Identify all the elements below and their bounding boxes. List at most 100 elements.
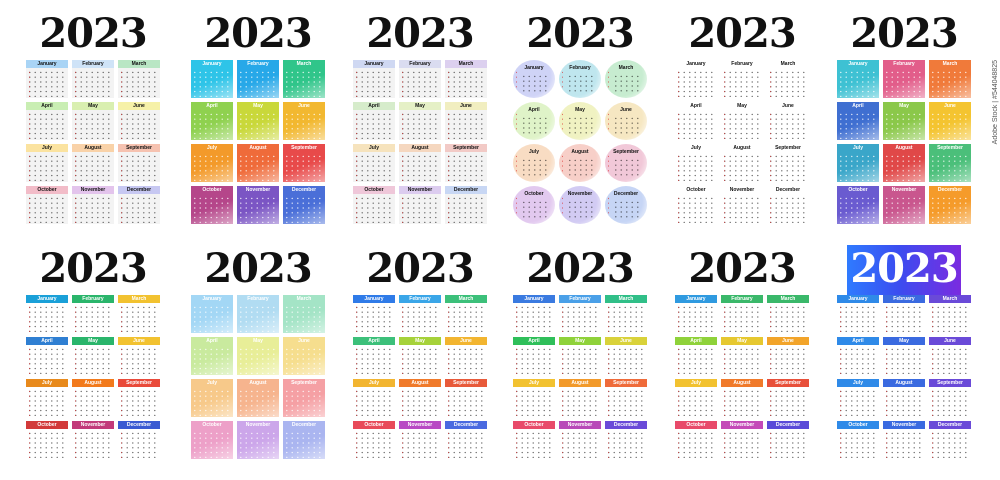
month-grid: January February March April May June July Augu…	[191, 295, 325, 459]
weekend-column	[768, 196, 773, 223]
month-block: August	[721, 144, 763, 182]
weekend-column	[884, 431, 889, 458]
month-grid: January February March April May June July Augu…	[513, 295, 647, 459]
month-block: February	[237, 295, 279, 333]
month-name: October	[353, 421, 395, 429]
month-block: October	[513, 421, 555, 459]
month-block: August	[399, 144, 441, 182]
month-block: January	[513, 60, 555, 98]
month-grid: January February March April May June July Augu…	[675, 295, 809, 459]
day-grid	[400, 112, 440, 139]
month-name: November	[245, 187, 271, 193]
month-block: September	[445, 144, 487, 182]
month-grid: January February March April May June July Augu…	[353, 60, 487, 224]
month-grid: January February March April May June July Augu…	[191, 60, 325, 224]
month-grid: January February March April May June July Augu…	[513, 60, 647, 224]
weekend-column	[560, 196, 565, 223]
day-grid	[768, 389, 808, 416]
month-block: October	[675, 421, 717, 459]
day-grid	[446, 112, 486, 139]
month-name: August	[72, 379, 114, 387]
day-grid	[613, 158, 639, 176]
calendar-card: 2023 January February March April May June July…	[829, 245, 979, 463]
month-name: November	[399, 186, 441, 194]
weekend-column	[27, 196, 32, 223]
month-block: March	[605, 60, 647, 98]
day-grid	[606, 347, 646, 374]
day-grid	[722, 431, 762, 458]
weekend-column	[119, 347, 124, 374]
weekend-column	[119, 389, 124, 416]
month-block: February	[399, 295, 441, 333]
day-grid	[192, 431, 232, 458]
month-block: July	[191, 144, 233, 182]
month-block: February	[559, 295, 601, 333]
month-block: January	[26, 60, 68, 98]
weekend-column	[119, 305, 124, 332]
stock-id-label: Adobe Stock | #544048825	[992, 60, 999, 145]
weekend-column	[722, 389, 727, 416]
weekend-column	[514, 154, 519, 181]
month-block: January	[353, 295, 395, 333]
month-name: January	[353, 60, 395, 68]
weekend-column	[768, 70, 773, 97]
month-block: August	[237, 144, 279, 182]
month-block: November	[72, 421, 114, 459]
month-block: June	[118, 337, 160, 375]
weekend-column	[354, 70, 359, 97]
month-name: October	[848, 187, 868, 193]
month-name: July	[690, 145, 701, 151]
month-name: October	[202, 422, 222, 428]
day-grid	[930, 70, 970, 97]
month-block: May	[721, 102, 763, 140]
weekend-column	[400, 196, 405, 223]
month-block: January	[26, 295, 68, 333]
month-name: March	[445, 295, 487, 303]
day-grid	[354, 347, 394, 374]
month-block: August	[72, 379, 114, 417]
month-block: January	[675, 295, 717, 333]
month-name: March	[942, 61, 958, 67]
month-block: January	[191, 295, 233, 333]
month-name: July	[837, 379, 879, 387]
month-block: December	[605, 421, 647, 459]
year-title: 2023	[850, 245, 958, 292]
month-block: December	[605, 186, 647, 224]
weekend-column	[560, 431, 565, 458]
month-block: February	[883, 60, 925, 98]
month-block: February	[72, 60, 114, 98]
month-name: September	[291, 380, 317, 386]
day-grid	[354, 431, 394, 458]
calendar-card: 2023 January February March April May June July…	[667, 245, 817, 463]
month-name: April	[690, 103, 702, 109]
month-block: June	[118, 102, 160, 140]
month-name: July	[353, 379, 395, 387]
month-name: July	[206, 380, 217, 386]
month-block: July	[26, 379, 68, 417]
month-block: May	[721, 337, 763, 375]
month-name: November	[559, 421, 601, 429]
day-grid	[238, 70, 278, 97]
month-name: February	[721, 295, 763, 303]
weekend-column	[606, 305, 611, 332]
month-block: July	[837, 379, 879, 417]
month-block: February	[559, 60, 601, 98]
month-name: July	[852, 145, 863, 151]
day-grid	[73, 196, 113, 223]
month-block: November	[72, 186, 114, 224]
weekend-column	[722, 196, 727, 223]
day-grid	[192, 154, 232, 181]
day-grid	[238, 347, 278, 374]
day-grid	[722, 70, 762, 97]
weekend-column	[676, 389, 681, 416]
month-name: October	[26, 421, 68, 429]
month-name: April	[206, 103, 218, 109]
day-grid	[119, 154, 159, 181]
month-name: October	[524, 191, 544, 197]
weekend-column	[400, 112, 405, 139]
weekend-column	[400, 154, 405, 181]
day-grid	[446, 389, 486, 416]
day-grid	[521, 116, 547, 134]
weekend-column	[722, 305, 727, 332]
month-block: May	[559, 337, 601, 375]
